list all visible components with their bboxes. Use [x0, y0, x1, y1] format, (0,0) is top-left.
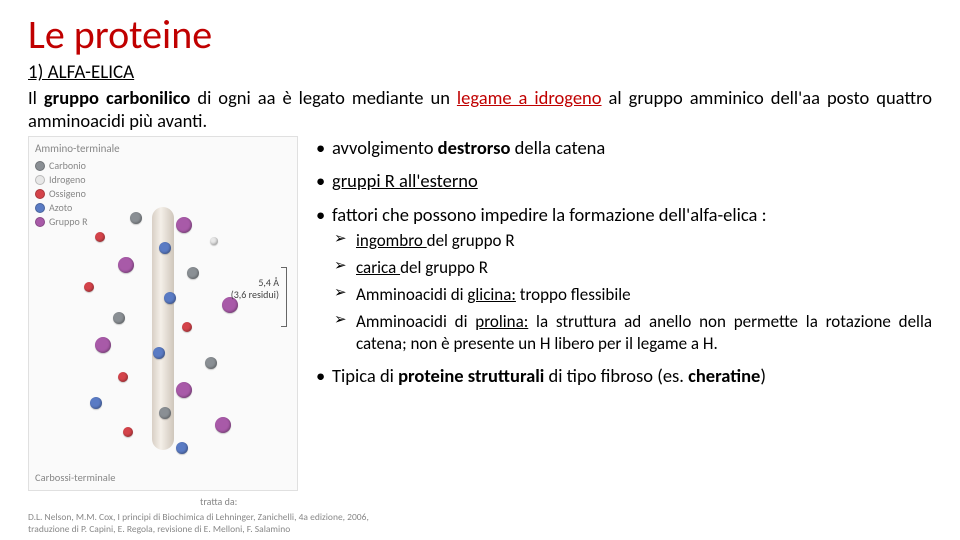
- legend-dot: [35, 217, 45, 227]
- atom: [118, 372, 128, 382]
- atom: [182, 322, 192, 332]
- legend-item: Carbonio: [35, 159, 120, 173]
- credit-prefix: tratta da:: [200, 495, 237, 508]
- atom: [95, 232, 105, 242]
- atom: [153, 347, 165, 359]
- atom: [123, 427, 133, 437]
- bullet-winding: avvolgimento destrorso della catena: [312, 136, 932, 159]
- atom: [164, 292, 176, 304]
- legend-label: Carbonio: [49, 159, 86, 173]
- helix-area: [49, 207, 277, 450]
- atom: [84, 282, 94, 292]
- atom: [215, 417, 231, 433]
- page-title: Le proteine: [28, 10, 932, 59]
- section-subtitle: 1) ALFA-ELICA: [28, 61, 932, 84]
- sub-charge: carica del gruppo R: [332, 257, 932, 278]
- legend-dot: [35, 161, 45, 171]
- atom: [118, 257, 134, 273]
- atom: [95, 337, 111, 353]
- sub-glycine: Amminoacidi di glicina: troppo flessibil…: [332, 284, 932, 305]
- text-column: avvolgimento destrorso della catena grup…: [312, 136, 932, 491]
- legend-label: Ossigeno: [49, 187, 86, 201]
- legend-label: Idrogeno: [49, 173, 86, 187]
- atom: [210, 237, 218, 245]
- amino-terminal-label: Ammino-terminale: [35, 141, 120, 156]
- content-row: Ammino-terminale CarbonioIdrogenoOssigen…: [28, 136, 932, 491]
- pitch-label: 5,4 Å(3,6 residui): [231, 277, 279, 301]
- legend-dot: [35, 189, 45, 199]
- pitch-bracket: [281, 267, 287, 327]
- legend-item: Idrogeno: [35, 173, 120, 187]
- figure-credit: D.L. Nelson, M.M. Cox, I principi di Bio…: [28, 512, 369, 535]
- atom: [176, 217, 192, 233]
- legend-item: Ossigeno: [35, 187, 120, 201]
- sub-bullets: ingombro del gruppo R carica del gruppo …: [332, 230, 932, 354]
- sub-proline: Amminoacidi di prolina: la struttura ad …: [332, 311, 932, 354]
- bullet-structural: Tipica di proteine strutturali di tipo f…: [312, 364, 932, 387]
- sub-bulk: ingombro del gruppo R: [332, 230, 932, 251]
- main-bullets: avvolgimento destrorso della catena grup…: [312, 136, 932, 387]
- intro-paragraph: Il gruppo carbonilico di ogni aa è legat…: [28, 86, 932, 132]
- legend-dot: [35, 203, 45, 213]
- carboxy-terminal-label: Carbossi-terminale: [35, 471, 115, 484]
- atom: [130, 212, 142, 224]
- bullet-factors: fattori che possono impedire la formazio…: [312, 203, 932, 354]
- atom: [176, 382, 192, 398]
- atom: [205, 357, 217, 369]
- legend-dot: [35, 175, 45, 185]
- helix-figure: Ammino-terminale CarbonioIdrogenoOssigen…: [28, 136, 298, 491]
- bullet-r-groups: gruppi R all'esterno: [312, 169, 932, 192]
- atom: [176, 442, 188, 454]
- atom: [90, 397, 102, 409]
- atom: [187, 267, 199, 279]
- atom: [113, 312, 125, 324]
